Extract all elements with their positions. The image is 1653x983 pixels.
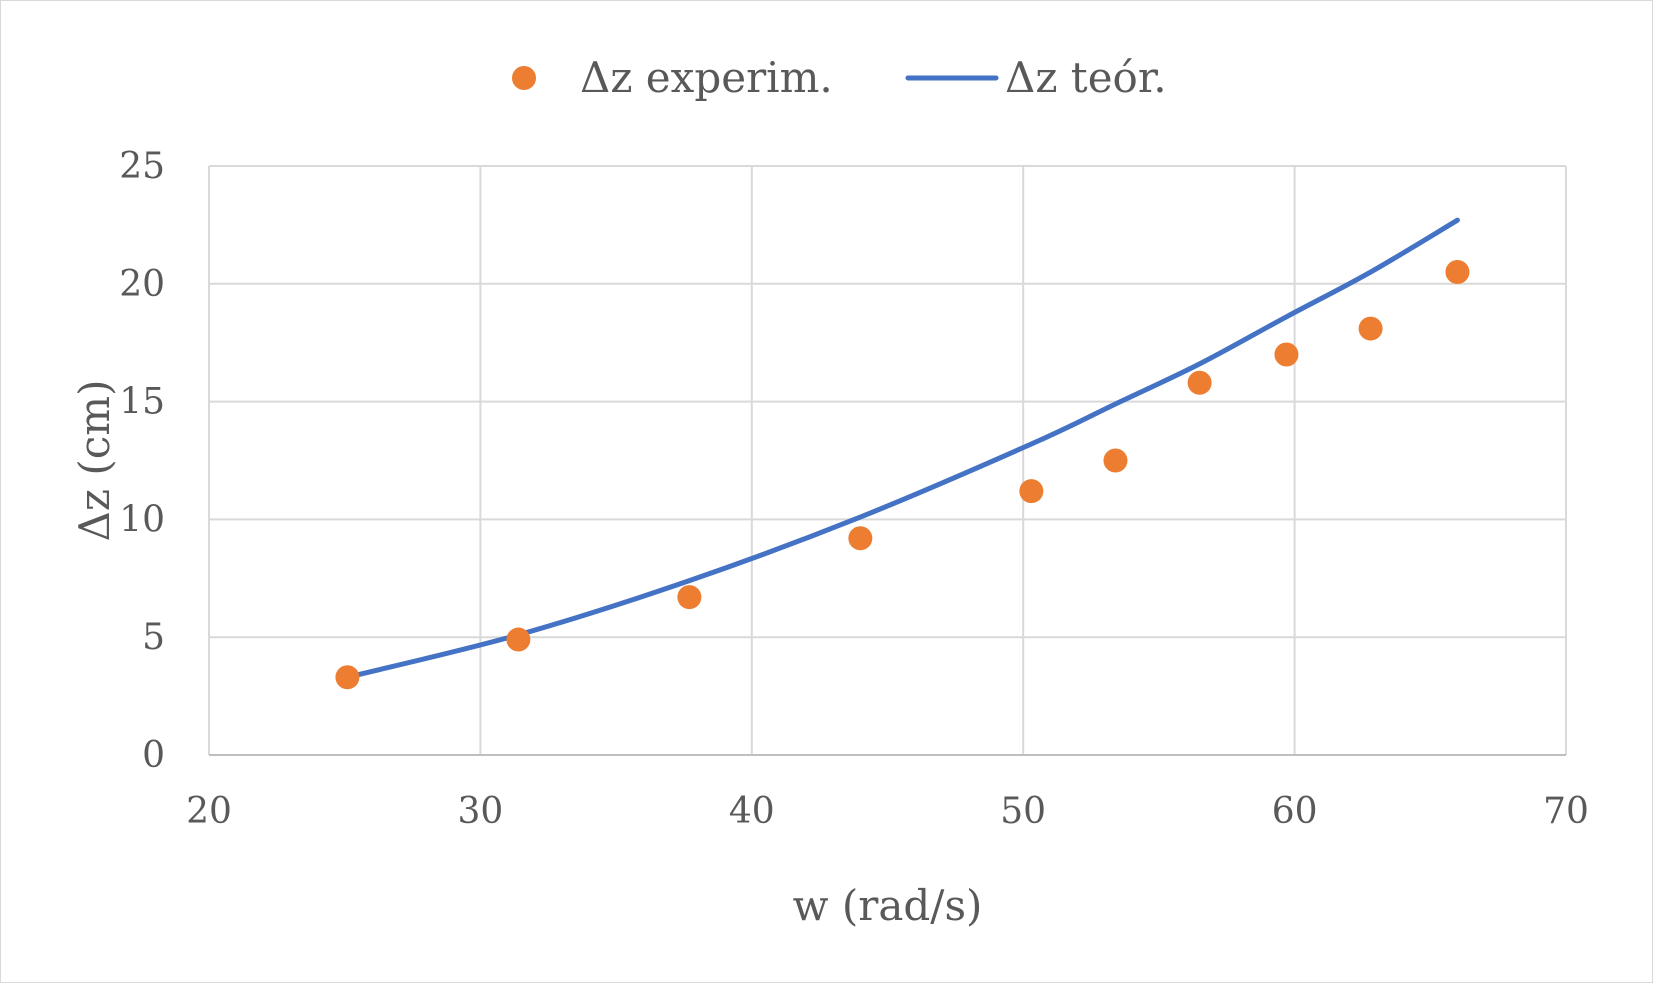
data-point-experimental xyxy=(1358,316,1383,341)
plot-series xyxy=(335,217,1470,690)
legend: Δz experim. Δz teór. xyxy=(512,53,1167,102)
y-tick-label: 10 xyxy=(119,499,165,540)
x-tick-label: 50 xyxy=(1000,791,1046,832)
data-point-experimental xyxy=(1274,342,1299,367)
x-tick-label: 20 xyxy=(186,791,232,832)
data-point-experimental xyxy=(1019,479,1044,504)
data-point-experimental xyxy=(1103,448,1128,473)
data-point-experimental xyxy=(335,665,360,690)
x-tick-label: 30 xyxy=(457,791,503,832)
x-tick-label: 70 xyxy=(1543,791,1589,832)
y-tick-label: 15 xyxy=(119,382,165,423)
data-point-experimental xyxy=(1445,260,1470,285)
legend-label-experimental: Δz experim. xyxy=(580,53,833,102)
legend-marker-experimental xyxy=(512,66,536,90)
data-point-experimental xyxy=(506,627,531,652)
series-line-theoretical xyxy=(344,217,1460,680)
x-tick-label: 40 xyxy=(729,791,775,832)
legend-label-theoretical: Δz teór. xyxy=(1005,53,1167,102)
data-point-experimental xyxy=(848,526,873,551)
data-point-experimental xyxy=(1187,370,1212,395)
y-tick-label: 25 xyxy=(119,146,165,187)
y-tick-label: 5 xyxy=(142,617,165,658)
tick-labels: 0 5 10 15 20 25 20 30 40 50 60 70 xyxy=(119,146,1589,832)
x-axis-title: w (rad/s) xyxy=(793,881,983,930)
y-tick-label: 0 xyxy=(142,735,165,776)
y-axis-title: Δz (cm) xyxy=(70,380,119,542)
x-tick-label: 60 xyxy=(1272,791,1318,832)
y-tick-label: 20 xyxy=(119,264,165,305)
gridlines xyxy=(208,165,1567,755)
data-point-experimental xyxy=(677,585,702,610)
